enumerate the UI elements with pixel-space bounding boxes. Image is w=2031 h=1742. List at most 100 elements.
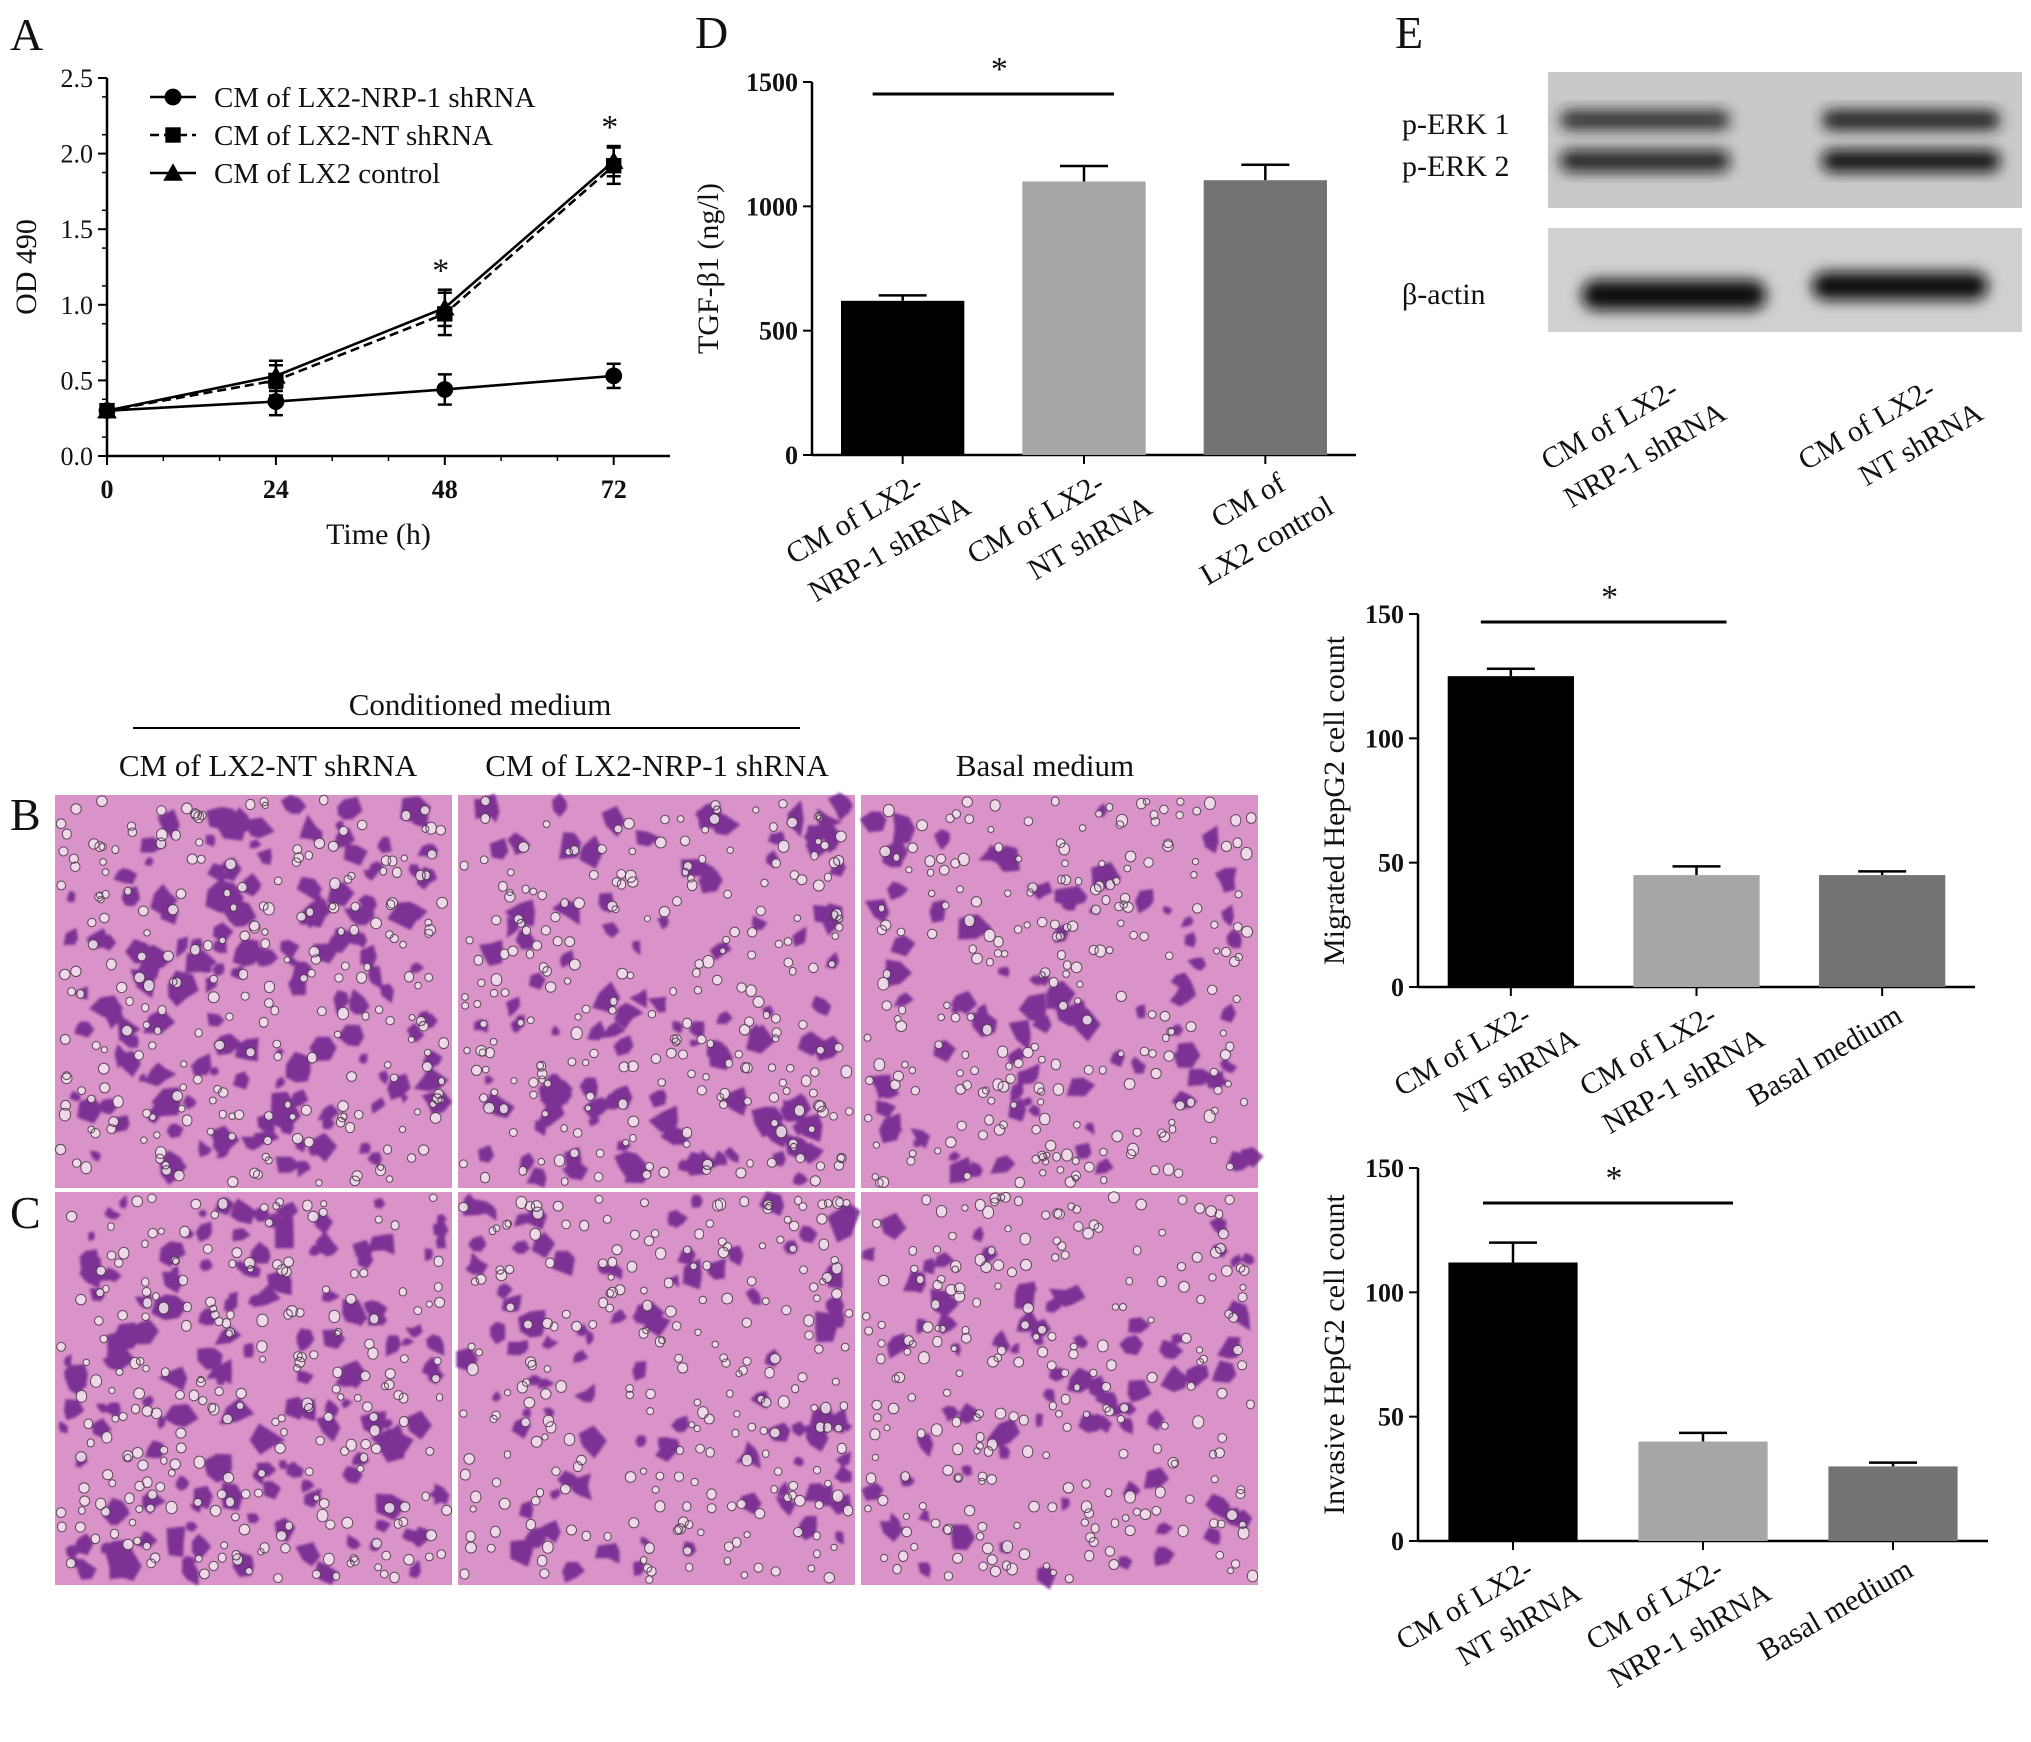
panel-letter-a: A: [10, 9, 43, 60]
y-tick-label: 100: [1365, 724, 1404, 753]
panel-letter-d: D: [695, 7, 728, 58]
bar-group: [1819, 870, 1946, 987]
y-tick-label: 0.0: [61, 442, 94, 471]
data-point: [435, 298, 455, 316]
panel-letter-b: B: [10, 789, 41, 840]
beta-actin-blot: [1548, 228, 2022, 332]
x-tick-label: 0: [101, 475, 114, 504]
membrane-pores: [458, 796, 854, 1187]
significance-star: *: [432, 253, 449, 290]
y-tick-label: 100: [1365, 1278, 1404, 1307]
bar-group: [1638, 1431, 1768, 1541]
legend-label: CM of LX2 control: [214, 158, 440, 190]
bar: [1828, 1466, 1958, 1541]
conditioned-medium-header: Conditioned medium: [349, 687, 612, 722]
membrane-pores: [863, 796, 1257, 1189]
y-tick-label: 0.5: [61, 366, 94, 395]
series-line: [106, 374, 614, 412]
data-point: [97, 400, 117, 419]
y-tick-label: 50: [1378, 849, 1404, 878]
legend-label: CM of LX2-NT shRNA: [214, 120, 493, 152]
band-p-erk-1: [1560, 110, 1730, 130]
line-chart-proliferation: 0.0 0.5 1.0 1.5 2.0 2.5 0 24 48 72 Time (h) OD 490 *…: [10, 64, 670, 551]
membrane-pores: [458, 1194, 854, 1584]
y-tick-label: 1.5: [61, 215, 94, 244]
y-axis-title: OD 490: [10, 219, 43, 315]
data-point: [266, 366, 286, 384]
blot-label-beta-actin: β-actin: [1402, 278, 1486, 311]
micrograph-c-2: [456, 1191, 861, 1585]
bar-chart-migration: 0 50 100 150 Migrated HepG2 cell count CM of …: [1318, 579, 1975, 1141]
stained-cells: [63, 794, 453, 1185]
bar-chart-invasion: 0 50 100 150 Invasive HepG2 cell count CM of …: [1318, 1154, 1988, 1695]
x-axis-title: Time (h): [326, 518, 431, 551]
category-label-line: Basal medium: [1753, 1552, 1919, 1667]
legend-marker-circle: [164, 88, 182, 106]
legend-label: CM of LX2-NRP-1 shRNA: [214, 82, 535, 114]
category-label: CM of LX2-NRP-1 shRNA: [780, 451, 976, 609]
category-label: CM of LX2-NRP-1 shRNA: [1574, 983, 1770, 1141]
y-tick-label: 1500: [746, 68, 798, 97]
category-label: CM of LX2-NT shRNA: [962, 451, 1158, 609]
y-tick-label: 150: [1365, 600, 1404, 629]
series-cm-of-lx2-nrp-1-shrna: [98, 362, 623, 420]
bar: [1448, 1262, 1578, 1541]
y-tick-label: 0: [1391, 1527, 1404, 1556]
y-tick-label: 500: [759, 317, 798, 346]
category-label: CM ofLX2 control: [1173, 451, 1339, 591]
y-axis-title: Invasive HepG2 cell count: [1318, 1193, 1351, 1514]
stained-cells: [474, 792, 853, 1188]
significance-star: *: [601, 109, 618, 146]
category-label-line: Basal medium: [1742, 998, 1908, 1113]
series-line: [106, 160, 615, 412]
stained-cells: [859, 803, 1264, 1184]
panel-letter-e: E: [1395, 7, 1423, 58]
bar-group: [1448, 1241, 1578, 1541]
significance-star: *: [991, 51, 1008, 88]
x-tick-label: 24: [263, 475, 289, 504]
data-point: [605, 367, 623, 385]
micrograph-b-1: [54, 794, 453, 1188]
bar-chart-tgf-beta1: 0 500 1000 1500 TGF-β1 (ng/l) CM of LX2-NRP-1…: [692, 51, 1356, 609]
legend-marker-triangle: [163, 163, 183, 181]
bar: [1638, 1441, 1768, 1541]
series-cm-of-lx2-control: [97, 144, 624, 419]
column-header-nrp1-shrna: CM of LX2-NRP-1 shRNA: [485, 748, 829, 783]
x-tick-label: 48: [432, 475, 458, 504]
bar: [1633, 875, 1760, 987]
bar-group: [1447, 667, 1574, 987]
band-p-erk-2: [1822, 150, 2000, 172]
micrograph-c-1: [55, 1192, 453, 1586]
bar: [1203, 180, 1327, 455]
y-tick-label: 1.0: [61, 291, 94, 320]
category-label: CM of LX2-NT shRNA: [1388, 983, 1584, 1141]
lane-label: CM of LX2-NT shRNA: [1793, 357, 1989, 515]
column-header-nt-shrna: CM of LX2-NT shRNA: [119, 748, 418, 783]
y-axis-title: TGF-β1 (ng/l): [692, 183, 725, 354]
transwell-micrographs: [54, 792, 1264, 1590]
panel-letter-c: C: [10, 1187, 41, 1238]
band-beta-actin: [1812, 272, 1988, 300]
bar: [1819, 875, 1946, 987]
band-p-erk-2: [1560, 150, 1730, 172]
category-label: Basal medium: [1753, 1552, 1919, 1667]
membrane-pores: [861, 1191, 1259, 1584]
data-point: [603, 151, 624, 169]
y-tick-label: 1000: [746, 192, 798, 221]
bar-group: [1828, 1461, 1958, 1541]
y-tick-label: 2.5: [61, 64, 94, 93]
membrane-pores: [55, 1193, 453, 1584]
legend-marker-square: [165, 127, 181, 143]
column-header-basal-medium: Basal medium: [956, 748, 1134, 783]
band-beta-actin: [1582, 280, 1766, 310]
y-tick-label: 0: [785, 441, 798, 470]
blot-label-p-erk-1: p-ERK 1: [1402, 108, 1510, 141]
micrograph-b-2: [458, 792, 855, 1188]
data-point: [267, 393, 285, 410]
micrograph-b-3: [859, 795, 1264, 1189]
blot-label-p-erk-2: p-ERK 2: [1402, 150, 1510, 183]
series-line: [106, 164, 615, 412]
bar: [1022, 181, 1146, 455]
category-label: CM of LX2-NRP-1 shRNA: [1581, 1537, 1777, 1695]
